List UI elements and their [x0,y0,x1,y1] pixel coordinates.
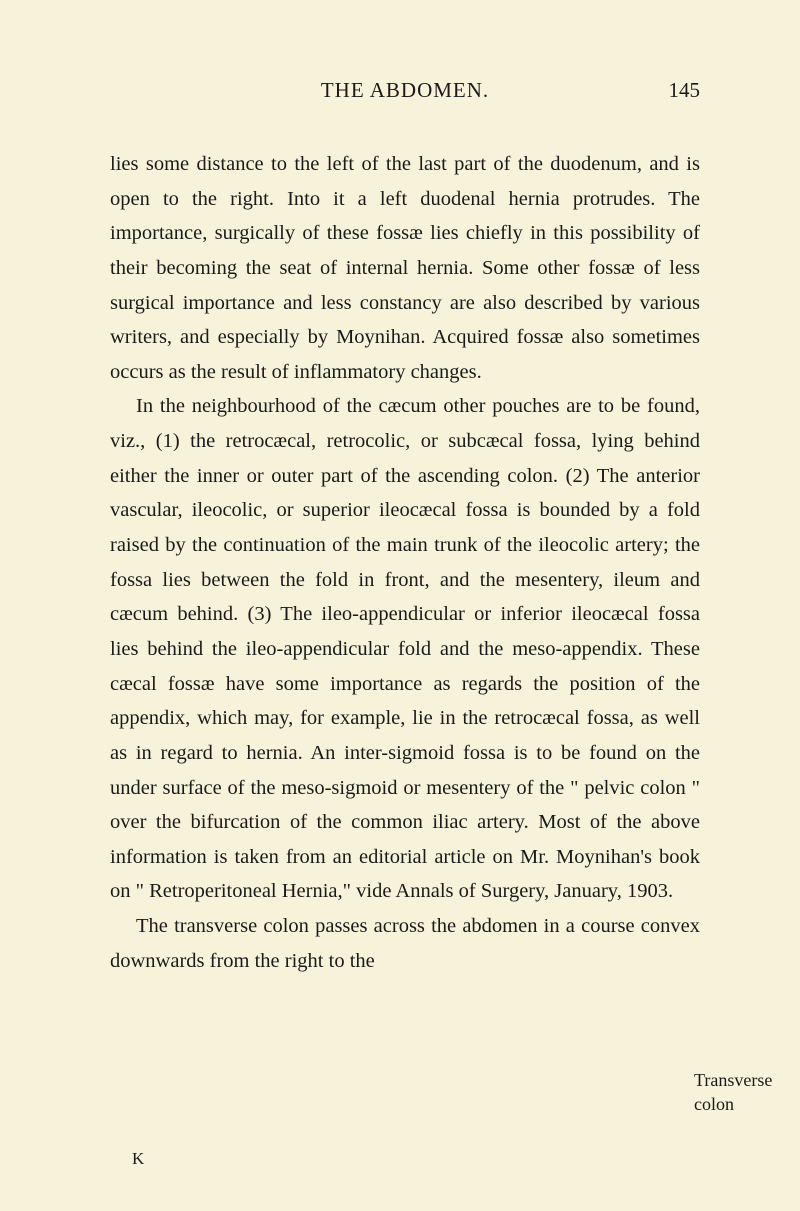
page-header: THE ABDOMEN. 145 [110,78,700,103]
body-text-container: lies some distance to the left of the la… [110,147,700,978]
paragraph-2: In the neighbourhood of the cæcum other … [110,389,700,909]
page-number: 145 [669,78,701,103]
margin-note: Transverse colon [694,1069,784,1116]
signature-mark: K [132,1149,145,1169]
header-title: THE ABDOMEN. [321,78,489,103]
paragraph-3: The transverse colon passes across the a… [110,909,700,978]
paragraph-1: lies some distance to the left of the la… [110,147,700,389]
